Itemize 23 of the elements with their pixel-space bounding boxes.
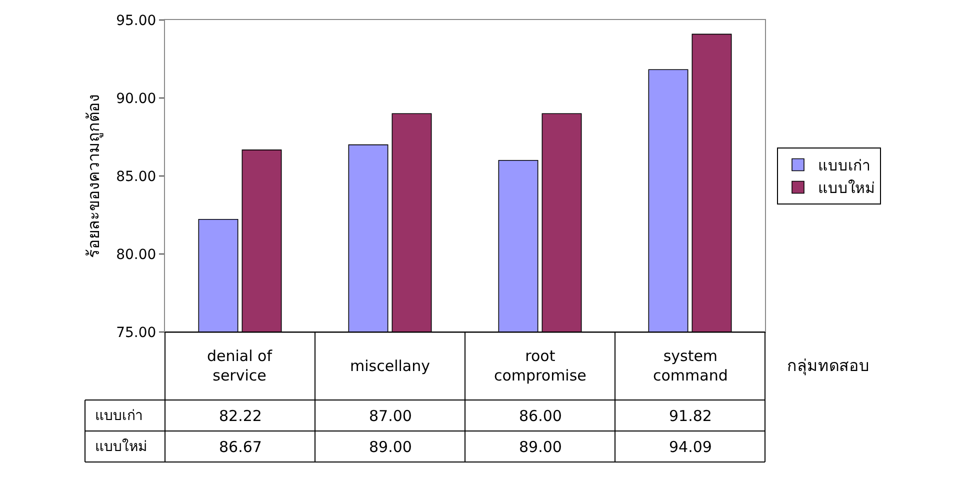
- data-label: 82.22: [219, 407, 262, 425]
- x-tick-label: root compromise: [494, 347, 586, 384]
- data-label: 89.00: [369, 438, 412, 456]
- text: แบบเก่า: [95, 408, 143, 424]
- text: แบบใหม่: [95, 439, 147, 455]
- data-label: 94.09: [669, 438, 712, 456]
- legend-label: แบบเก่า: [818, 156, 870, 175]
- y-tick-label: 95.00: [116, 12, 156, 29]
- data-label: 91.82: [669, 407, 712, 425]
- x-axis-title: กลุ่มทดสอบ: [787, 356, 869, 376]
- data-label: 86.00: [519, 407, 562, 425]
- legend-label: แบบใหม่: [818, 179, 875, 198]
- y-axis-title: ร้อยละของความถูกต้อง: [84, 94, 104, 258]
- x-tick-label: system command: [653, 347, 728, 384]
- x-tick-label: miscellany: [350, 357, 430, 375]
- data-label: 86.67: [219, 438, 262, 456]
- y-tick-label: 85.00: [116, 168, 156, 185]
- y-tick-label: 75.00: [116, 324, 156, 341]
- x-tick-label: denial of service: [207, 347, 273, 384]
- y-tick-label: 90.00: [116, 90, 156, 107]
- data-label: 87.00: [369, 407, 412, 425]
- data-label: 89.00: [519, 438, 562, 456]
- y-tick-label: 80.00: [116, 246, 156, 263]
